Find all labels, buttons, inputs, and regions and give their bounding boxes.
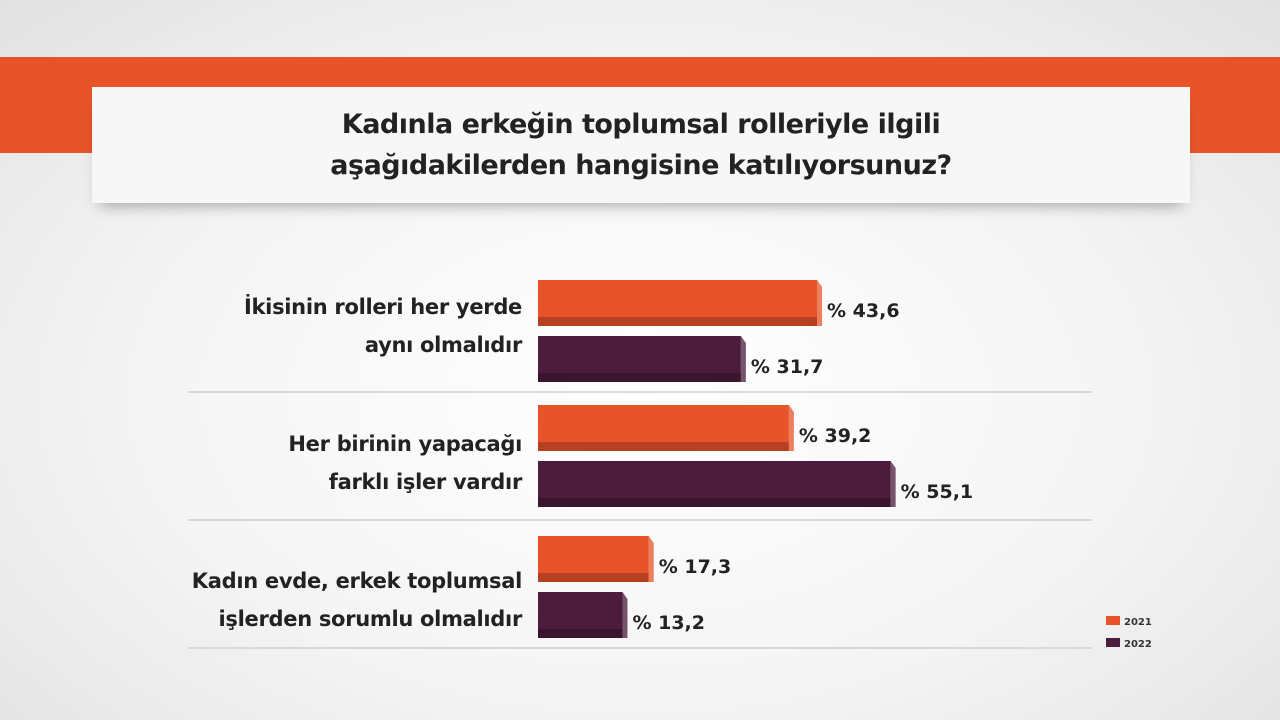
category-label-1-line-2: aynı olmalıdır	[364, 333, 522, 357]
bar-shadow-2021-1	[538, 317, 818, 326]
data-label-2021-2: % 39,2	[799, 425, 872, 447]
category-label-3-line-1: Kadın evde, erkek toplumsal	[191, 569, 523, 593]
bar-2022-1	[538, 336, 741, 382]
bar-edge-2022-3	[622, 592, 628, 638]
bar-shadow-2022-2	[538, 498, 891, 507]
category-label-2: Her birinin yapacağı farklı işler vardır	[142, 425, 522, 501]
bar-shadow-2021-2	[538, 442, 789, 451]
category-label-3: Kadın evde, erkek toplumsal işlerden sor…	[142, 562, 523, 638]
data-label-2021-3: % 17,3	[659, 556, 732, 578]
bar-edge-2021-1	[817, 280, 823, 326]
legend-label-2021: 2021	[1124, 617, 1152, 628]
bar-2021-3	[538, 536, 649, 582]
category-label-2-line-1: Her birinin yapacağı	[288, 432, 522, 456]
category-label-3-line-2: işlerden sorumlu olmalıdır	[218, 607, 523, 631]
category-label-2-line-2: farklı işler vardır	[328, 470, 523, 494]
data-label-2022-3: % 13,2	[632, 612, 705, 634]
data-label-2022-1: % 31,7	[751, 356, 824, 378]
bar-edge-2022-2	[890, 461, 896, 507]
title-line-2: aşağıdakilerden hangisine katılıyorsunuz…	[330, 150, 952, 181]
title-box: Kadınla erkeğin toplumsal rolleriyle ilg…	[92, 87, 1190, 203]
bar-2022-2	[538, 461, 891, 507]
bar-shadow-2021-3	[538, 573, 649, 582]
data-label-2022-2: % 55,1	[901, 481, 974, 503]
bar-edge-2021-2	[788, 405, 794, 451]
bar-2021-2	[538, 405, 789, 451]
bar-2022-3	[538, 592, 623, 638]
bar-edge-2021-3	[648, 536, 654, 582]
bar-2021-1	[538, 280, 818, 326]
legend-swatch-2022	[1106, 638, 1120, 647]
bar-shadow-2022-3	[538, 629, 623, 638]
category-label-1: İkisinin rolleri her yerde aynı olmalıdı…	[142, 288, 522, 364]
chart-title: Kadınla erkeğin toplumsal rolleriyle ilg…	[330, 104, 952, 186]
data-label-2021-1: % 43,6	[827, 300, 900, 322]
bar-shadow-2022-1	[538, 373, 741, 382]
title-line-1: Kadınla erkeğin toplumsal rolleriyle ilg…	[341, 109, 941, 140]
legend-label-2022: 2022	[1124, 639, 1152, 650]
category-label-1-line-1: İkisinin rolleri her yerde	[244, 295, 522, 319]
bar-edge-2022-1	[740, 336, 746, 382]
legend-swatch-2021	[1106, 616, 1120, 625]
